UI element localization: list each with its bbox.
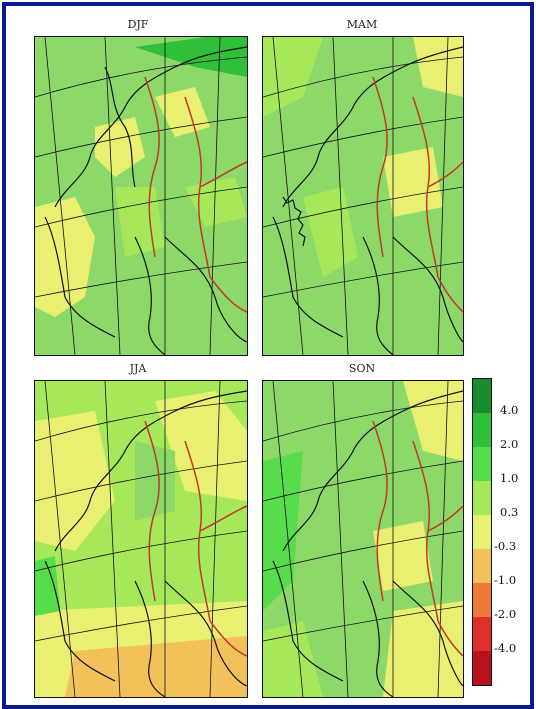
colorbar-tick-label: 1.0 bbox=[500, 471, 519, 485]
colorbar-swatch bbox=[473, 379, 491, 413]
colorbar-tick-label: -2.0 bbox=[494, 607, 517, 621]
map-mam bbox=[262, 36, 464, 356]
colorbar-tick-label: -4.0 bbox=[494, 641, 517, 655]
map-son bbox=[262, 380, 464, 698]
colorbar-swatches bbox=[473, 379, 491, 685]
colorbar-swatch bbox=[473, 617, 491, 651]
colorbar-swatch bbox=[473, 413, 491, 447]
colorbar-swatch bbox=[473, 515, 491, 549]
panel-title-son: SON bbox=[348, 362, 376, 375]
colorbar-swatch bbox=[473, 549, 491, 583]
map-jja-svg bbox=[35, 381, 247, 697]
colorbar-swatch bbox=[473, 651, 491, 685]
map-jja bbox=[34, 380, 248, 698]
map-son-svg bbox=[263, 381, 463, 697]
panel-title-mam: MAM bbox=[346, 18, 378, 31]
colorbar-tick-label: -1.0 bbox=[494, 573, 517, 587]
panel-title-jja: JJA bbox=[129, 362, 147, 375]
colorbar-swatch bbox=[473, 583, 491, 617]
map-mam-svg bbox=[263, 37, 463, 355]
colorbar-tick-label: 0.3 bbox=[500, 505, 519, 519]
colorbar-swatch bbox=[473, 481, 491, 515]
map-djf-svg bbox=[35, 37, 247, 355]
colorbar-tick-label: 2.0 bbox=[500, 437, 519, 451]
colorbar-tick-label: 4.0 bbox=[500, 403, 519, 417]
colorbar-swatch bbox=[473, 447, 491, 481]
colorbar bbox=[472, 378, 492, 686]
map-djf bbox=[34, 36, 248, 356]
colorbar-tick-label: -0.3 bbox=[494, 539, 517, 553]
panel-title-djf: DJF bbox=[127, 18, 149, 31]
